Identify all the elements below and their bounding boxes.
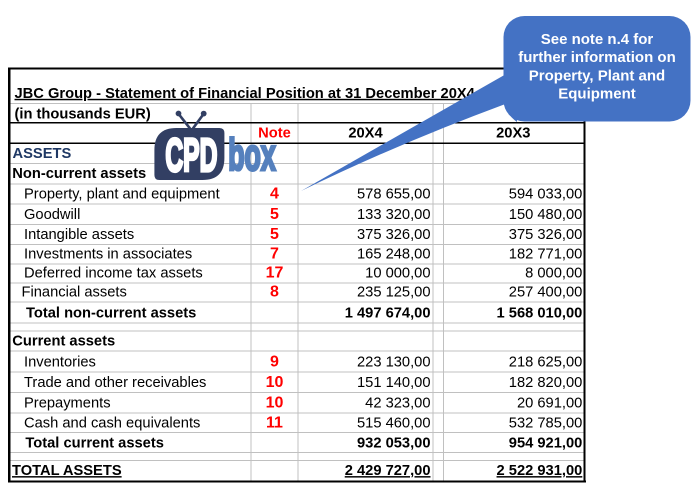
svg-text:Intangible assets: Intangible assets	[24, 227, 134, 243]
svg-text:8 000,00: 8 000,00	[525, 266, 582, 282]
svg-text:Current assets: Current assets	[12, 334, 115, 350]
svg-text:Total non-current assets: Total non-current assets	[26, 305, 196, 321]
svg-text:150 480,00: 150 480,00	[509, 207, 583, 223]
svg-text:2 522 931,00: 2 522 931,00	[497, 463, 583, 479]
svg-text:box: box	[228, 130, 276, 180]
svg-text:Non-current assets: Non-current assets	[12, 166, 146, 182]
svg-text:Property, Plant and: Property, Plant and	[529, 67, 665, 84]
svg-text:954 921,00: 954 921,00	[509, 435, 583, 451]
svg-text:TOTAL ASSETS: TOTAL ASSETS	[12, 463, 122, 479]
svg-text:17: 17	[266, 265, 284, 282]
svg-text:257 400,00: 257 400,00	[509, 285, 583, 301]
svg-text:10: 10	[266, 374, 284, 391]
svg-text:932 053,00: 932 053,00	[357, 435, 431, 451]
svg-text:2 429 727,00: 2 429 727,00	[345, 463, 431, 479]
svg-text:20 691,00: 20 691,00	[517, 396, 582, 412]
svg-text:11: 11	[266, 415, 283, 432]
svg-text:5: 5	[270, 206, 279, 223]
svg-text:Note: Note	[258, 126, 291, 142]
svg-text:10: 10	[266, 395, 284, 412]
svg-text:Deferred income tax assets: Deferred income tax assets	[24, 266, 203, 282]
svg-text:Cash and cash equivalents: Cash and cash equivalents	[24, 416, 200, 432]
svg-text:594 033,00: 594 033,00	[509, 187, 583, 203]
svg-text:182 771,00: 182 771,00	[509, 247, 583, 263]
svg-text:1 568 010,00: 1 568 010,00	[497, 305, 583, 321]
svg-text:Total current assets: Total current assets	[25, 435, 164, 451]
svg-text:375 326,00: 375 326,00	[509, 227, 583, 243]
svg-text:165 248,00: 165 248,00	[357, 247, 431, 263]
svg-text:Trade and other receivables: Trade and other receivables	[24, 375, 206, 391]
svg-text:151 140,00: 151 140,00	[357, 375, 431, 391]
svg-text:578 655,00: 578 655,00	[357, 187, 431, 203]
svg-text:Property, plant and equipment: Property, plant and equipment	[24, 187, 220, 203]
svg-text:218 625,00: 218 625,00	[509, 355, 583, 371]
svg-text:1 497 674,00: 1 497 674,00	[345, 305, 431, 321]
svg-text:235 125,00: 235 125,00	[357, 285, 431, 301]
svg-text:CPD: CPD	[165, 129, 217, 182]
svg-text:375 326,00: 375 326,00	[357, 227, 431, 243]
svg-text:10 000,00: 10 000,00	[365, 266, 430, 282]
svg-text:42 323,00: 42 323,00	[365, 396, 430, 412]
svg-text:9: 9	[270, 354, 279, 371]
svg-text:7: 7	[270, 246, 279, 263]
svg-text:Investments in associates: Investments in associates	[24, 247, 192, 263]
svg-text:5: 5	[270, 226, 279, 243]
svg-text:ASSETS: ASSETS	[13, 146, 72, 162]
svg-text:Prepayments: Prepayments	[24, 396, 111, 412]
svg-text:182 820,00: 182 820,00	[509, 375, 583, 391]
svg-text:further information on: further information on	[518, 49, 676, 66]
svg-text:20X3: 20X3	[496, 126, 530, 142]
svg-text:JBC Group - Statement of Finan: JBC Group - Statement of Financial Posit…	[15, 86, 476, 102]
svg-text:Goodwill: Goodwill	[24, 207, 80, 223]
svg-text:515 460,00: 515 460,00	[357, 416, 431, 432]
svg-text:133 320,00: 133 320,00	[357, 207, 431, 223]
svg-text:532 785,00: 532 785,00	[509, 416, 583, 432]
svg-text:See note n.4 for: See note n.4 for	[541, 31, 654, 48]
svg-text:Equipment: Equipment	[558, 86, 636, 103]
svg-text:20X4: 20X4	[348, 126, 383, 142]
svg-text:223 130,00: 223 130,00	[357, 355, 431, 371]
svg-text:Inventories: Inventories	[24, 355, 96, 371]
svg-text:8: 8	[270, 284, 279, 301]
svg-text:(in thousands EUR): (in thousands EUR)	[15, 107, 151, 123]
svg-text:4: 4	[270, 186, 279, 203]
svg-text:Financial assets: Financial assets	[22, 285, 127, 301]
